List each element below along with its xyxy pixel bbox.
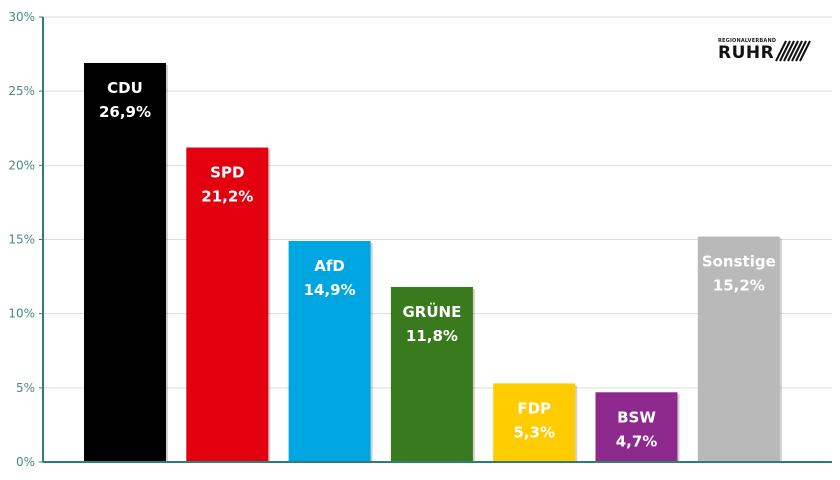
bar-category-label: BSW: [617, 408, 656, 426]
y-tick-label: 25%: [8, 84, 35, 98]
y-tick-label: 20%: [8, 158, 35, 172]
bar-value-label: 5,3%: [513, 423, 555, 441]
bar: [288, 240, 371, 462]
bar-group-sonstige: Sonstige 15,2%: [697, 236, 782, 462]
bar-group-fdp: FDP 5,3%: [493, 383, 578, 462]
bar-group-spd: SPD 21,2%: [186, 147, 271, 463]
regionalverband-ruhr-logo: REGIONALVERBAND RUHR: [718, 38, 814, 66]
bar-value-label: 26,9%: [99, 103, 151, 121]
bar-group-grüne: GRÜNE 11,8%: [390, 286, 475, 462]
y-tick-label: 0%: [16, 455, 35, 469]
bar-group-afd: AfD 14,9%: [288, 240, 373, 462]
bars: CDU 26,9% SPD 21,2% AfD 14,9% GRÜNE 11,8% FDP 5,3…: [84, 62, 782, 463]
bar-category-label: AfD: [314, 257, 345, 275]
bar-category-label: CDU: [107, 79, 143, 97]
bar: [84, 62, 166, 462]
bar-category-label: FDP: [517, 399, 551, 417]
bar: [186, 147, 269, 463]
logo-big-text: RUHR: [718, 43, 775, 63]
y-tick-label: 15%: [8, 233, 35, 247]
logo-small-text: REGIONALVERBAND: [718, 38, 777, 44]
bar-category-label: Sonstige: [702, 253, 776, 271]
bar-value-label: 21,2%: [201, 188, 253, 206]
y-tick-label: 5%: [16, 381, 35, 395]
y-tick-label: 10%: [8, 307, 35, 321]
logo-stripes-icon: [775, 40, 811, 62]
bar-value-label: 4,7%: [616, 432, 658, 450]
y-tick-label: 30%: [8, 10, 35, 24]
bar-category-label: SPD: [210, 164, 244, 182]
bar: [493, 383, 576, 462]
bar-value-label: 15,2%: [713, 277, 765, 295]
bar-value-label: 14,9%: [304, 281, 356, 299]
bar-group-bsw: BSW 4,7%: [595, 392, 680, 462]
y-axis-ticks: 0% 5% 10% 15% 20% 25% 30%: [8, 10, 43, 469]
bar: [697, 236, 780, 462]
bar: [595, 392, 678, 462]
bar-value-label: 11,8%: [406, 327, 458, 345]
bar-category-label: GRÜNE: [402, 302, 461, 321]
bar: [390, 286, 473, 462]
bar-group-cdu: CDU 26,9%: [84, 62, 168, 462]
